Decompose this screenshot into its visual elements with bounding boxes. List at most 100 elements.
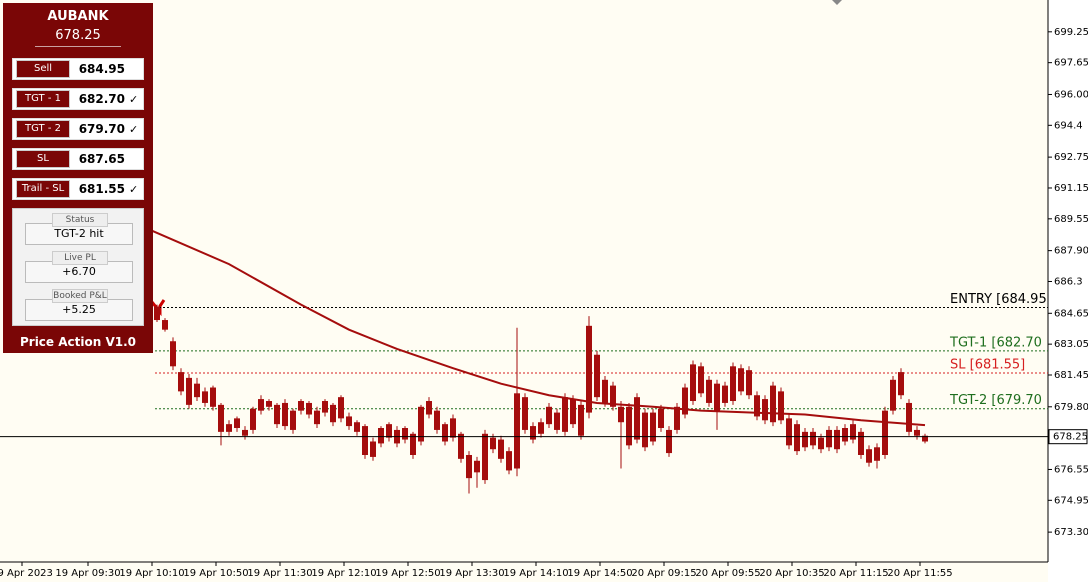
candle-body (626, 406, 632, 446)
row-label: SL (16, 150, 70, 168)
candle-body (778, 391, 784, 421)
candle-body (842, 428, 848, 442)
y-tick-label: 692.75 (1054, 152, 1088, 163)
field-caption: Status (52, 213, 108, 227)
candle-body (618, 406, 624, 423)
x-tick-label: 20 Apr 10:35 (759, 568, 824, 579)
x-tick-label: 19 Apr 13:30 (439, 568, 504, 579)
x-tick-label: 20 Apr 09:15 (631, 568, 696, 579)
candle-body (634, 397, 640, 440)
level-label: ENTRY [684.95 (950, 292, 1047, 307)
candle-body (754, 395, 760, 417)
candle-body (258, 399, 264, 411)
candle-body (450, 418, 456, 438)
panel-row: Trail - SL 681.55 ✓ (12, 178, 144, 200)
axis-strip (1048, 0, 1088, 582)
y-tick-label: 691.15 (1054, 183, 1088, 194)
panel-row: TGT - 1 682.70 ✓ (12, 88, 144, 110)
candle-body (490, 437, 496, 450)
candle-body (522, 397, 528, 430)
candle-body (690, 364, 696, 402)
x-tick-label: 19 Apr 14:50 (567, 568, 632, 579)
candle-body (730, 366, 736, 402)
trade-panel: AUBANK 678.25 TGT-2 hit Status +6.70 Live P… (3, 3, 153, 353)
field-value: +6.70 (62, 265, 96, 278)
candle-body (578, 404, 584, 436)
candle-body (738, 368, 744, 392)
candle-body (762, 399, 768, 421)
candle-body (482, 433, 488, 481)
candle-body (810, 431, 816, 446)
candle-body (250, 408, 256, 430)
candle-body (426, 401, 432, 415)
candle-body (538, 422, 544, 434)
candle-body (362, 426, 368, 455)
row-value: 679.70 (78, 122, 125, 136)
candle-body (330, 404, 336, 423)
field-caption: Booked P&L (52, 289, 108, 303)
candle-body (914, 429, 920, 436)
y-tick-label: 686.3 (1054, 276, 1083, 287)
marker (832, 0, 842, 5)
y-tick-label: 674.95 (1054, 495, 1088, 506)
x-tick-label: 19 Apr 2023 (0, 568, 53, 579)
candle-body (346, 416, 352, 427)
candle-body (194, 383, 200, 398)
candle-body (674, 406, 680, 430)
candle-body (818, 437, 824, 450)
candle-body (882, 410, 888, 455)
candle-body (666, 429, 672, 454)
y-tick-label: 679.80 (1054, 402, 1088, 413)
candle-body (706, 379, 712, 403)
x-tick-label: 20 Apr 11:55 (887, 568, 952, 579)
candle-body (402, 428, 408, 440)
candle-body (378, 428, 384, 444)
candle-body (458, 433, 464, 459)
y-tick-label: 673.30 (1054, 527, 1088, 538)
level-label: TGT-2 [679.70 (949, 393, 1042, 408)
candle-body (610, 385, 616, 407)
row-value: 684.95 (78, 62, 125, 76)
candle-body (602, 379, 608, 403)
row-check: ✓ (129, 182, 139, 196)
candle-body (866, 449, 872, 463)
candle-body (682, 387, 688, 415)
x-tick-label: 19 Apr 12:10 (311, 568, 376, 579)
candle-body (466, 454, 472, 479)
candle-body (322, 401, 328, 413)
candle-body (794, 424, 800, 452)
last-price-box (1048, 429, 1088, 445)
y-tick-label: 689.55 (1054, 214, 1088, 225)
candle-body (234, 418, 240, 429)
candle-body (570, 399, 576, 425)
moving-average (148, 228, 926, 427)
x-tick-label: 20 Apr 09:55 (695, 568, 760, 579)
candle-body (802, 431, 808, 448)
candle-body (786, 418, 792, 446)
row-check: ✓ (129, 122, 139, 136)
panel-row: Sell 684.95 (12, 58, 144, 80)
candle-body (370, 441, 376, 457)
y-tick-label: 697.65 (1054, 58, 1088, 69)
candle-body (562, 397, 568, 432)
y-tick-label: 696.00 (1054, 89, 1088, 100)
candle-body (642, 412, 648, 448)
x-tick-label: 19 Apr 12:50 (375, 568, 440, 579)
candle-body (218, 404, 224, 432)
candle-body (290, 410, 296, 430)
panel-row: SL 687.65 (12, 148, 144, 170)
candle-body (418, 406, 424, 442)
candle-body (410, 433, 416, 455)
candle-body (274, 404, 280, 425)
status-field: +6.70 Live PL (25, 251, 133, 283)
candle-body (906, 402, 912, 432)
row-label: TGT - 2 (16, 120, 70, 138)
candle-body (442, 424, 448, 442)
candle-body (242, 429, 248, 436)
panel-row: TGT - 2 679.70 ✓ (12, 118, 144, 140)
candle-body (746, 370, 752, 396)
candle-body (770, 385, 776, 423)
candle-body (546, 406, 552, 425)
candle-body (386, 424, 392, 438)
